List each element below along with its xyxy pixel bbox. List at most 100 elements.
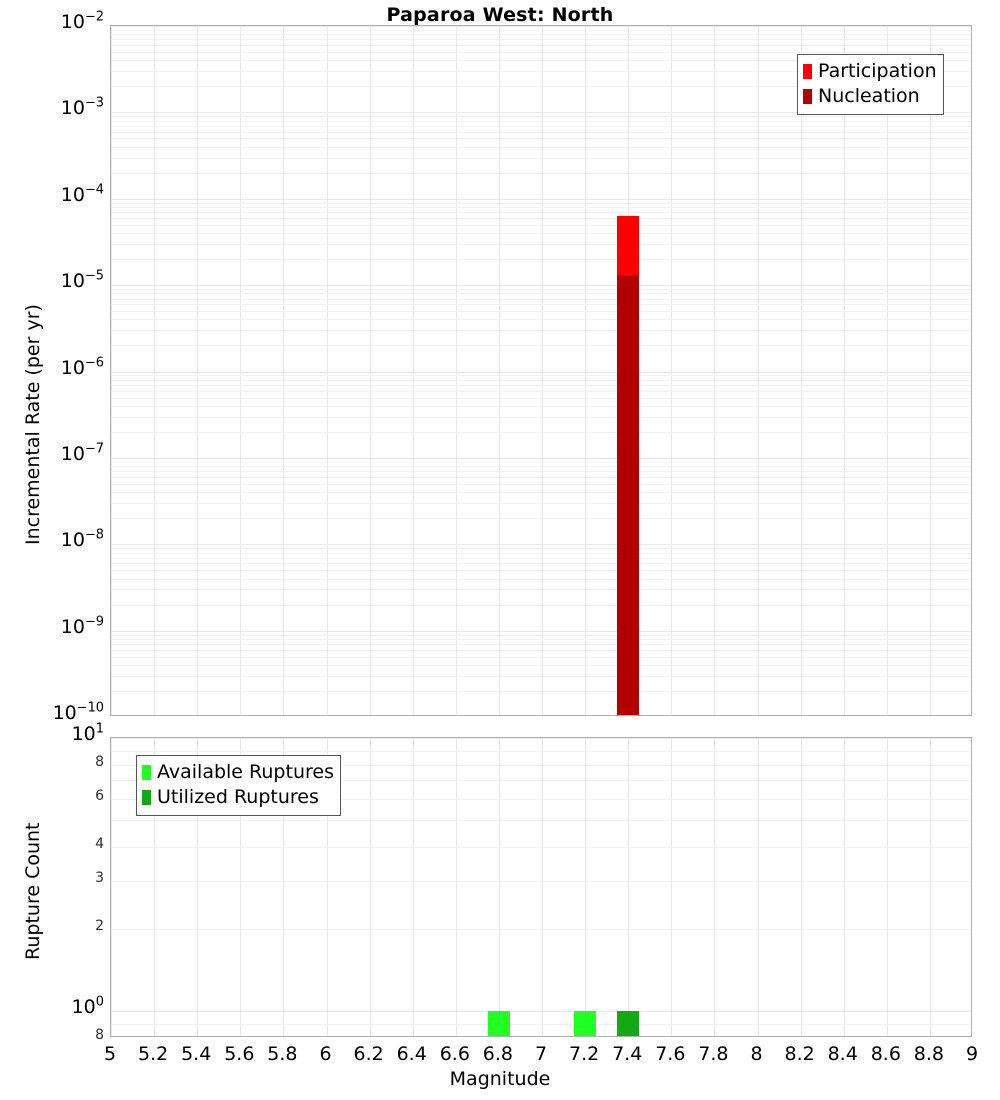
gridline-vertical — [542, 738, 543, 1036]
x-tick-label: 7.6 — [655, 1043, 686, 1065]
gridline-vertical — [714, 738, 716, 1036]
x-tick-label: 8.8 — [913, 1043, 944, 1065]
gridline-horizontal — [111, 45, 971, 46]
gridline-horizontal — [111, 391, 971, 392]
gridline-horizontal — [111, 71, 971, 72]
gridline-horizontal — [111, 126, 971, 127]
legend-label: Available Ruptures — [157, 761, 334, 783]
x-tick-label: 8.6 — [870, 1043, 901, 1065]
gridline-vertical — [542, 26, 543, 715]
bottom-panel-legend: Available Ruptures Utilized Ruptures — [136, 755, 341, 816]
gridline-horizontal — [111, 553, 971, 554]
gridline-horizontal — [111, 631, 971, 632]
y-tick-label: 10−10 — [52, 700, 104, 724]
gridline-vertical — [757, 26, 759, 715]
legend-label: Utilized Ruptures — [157, 786, 319, 808]
bar-nucleation — [617, 275, 640, 715]
page-title: Paparoa West: North — [386, 4, 614, 26]
gridline-vertical — [671, 738, 673, 1036]
gridline-horizontal — [111, 665, 971, 666]
gridline-horizontal — [111, 34, 971, 35]
gridline-horizontal — [111, 147, 971, 148]
gridline-vertical — [455, 738, 457, 1036]
gridline-horizontal — [111, 207, 971, 208]
gridline-horizontal — [111, 432, 971, 433]
gridline-horizontal — [111, 158, 971, 159]
gridline-vertical — [111, 738, 112, 1036]
x-tick-label: 7.2 — [568, 1043, 600, 1065]
gridline-horizontal — [111, 780, 971, 781]
gridline-horizontal — [111, 738, 971, 739]
gridline-horizontal — [111, 518, 971, 519]
x-tick-label: 8.4 — [827, 1043, 858, 1065]
legend-swatch-icon — [142, 765, 151, 780]
top-panel-y-axis-label: Incremental Rate (per yr) — [22, 304, 44, 545]
gridline-vertical — [412, 26, 414, 715]
gridline-vertical — [886, 738, 888, 1036]
y-tick-label-minor: 8 — [95, 753, 104, 770]
x-tick-label: 7 — [534, 1043, 548, 1065]
gridline-horizontal — [111, 375, 971, 376]
bottom-legend-entry: Utilized Ruptures — [142, 785, 334, 810]
gridline-horizontal — [111, 173, 971, 174]
gridline-horizontal — [111, 548, 971, 549]
gridline-horizontal — [111, 304, 971, 305]
gridline-horizontal — [111, 86, 971, 87]
gridline-horizontal — [111, 471, 971, 472]
gridline-horizontal — [111, 244, 971, 245]
gridline-horizontal — [111, 558, 971, 559]
gridline-vertical — [929, 26, 931, 715]
bottom-legend-entry: Available Ruptures — [142, 760, 334, 785]
gridline-horizontal — [111, 605, 971, 606]
gridline-horizontal — [111, 820, 971, 821]
gridline-horizontal — [111, 293, 971, 294]
gridline-horizontal — [111, 39, 971, 40]
top-legend-entry: Participation — [803, 59, 937, 84]
x-tick-label: 5.6 — [224, 1043, 255, 1065]
x-tick-label: 5.8 — [267, 1043, 298, 1065]
gridline-horizontal — [111, 52, 971, 53]
gridline-horizontal — [111, 639, 971, 640]
bottom-panel-y-axis-label: Rupture Count — [22, 822, 44, 961]
x-tick-label: 8.2 — [784, 1043, 815, 1065]
gridline-horizontal — [111, 589, 971, 590]
gridline-horizontal — [111, 330, 971, 331]
x-tick-label: 6.2 — [353, 1043, 384, 1065]
y-tick-label: 10−6 — [60, 355, 104, 379]
legend-swatch-icon — [803, 89, 812, 104]
gridline-vertical — [800, 26, 802, 715]
gridline-horizontal — [111, 563, 971, 564]
x-tick-label: 7.4 — [612, 1043, 643, 1065]
y-tick-label: 10−5 — [60, 268, 104, 293]
gridline-vertical — [757, 738, 759, 1036]
gridline-horizontal — [111, 929, 971, 930]
gridline-horizontal — [111, 1024, 971, 1025]
gridline-horizontal — [111, 466, 971, 467]
gridline-vertical — [369, 26, 371, 715]
x-tick-label: 6 — [319, 1043, 332, 1065]
gridline-horizontal — [111, 372, 971, 373]
gridline-horizontal — [111, 112, 971, 113]
gridline-horizontal — [111, 765, 971, 766]
gridline-horizontal — [111, 544, 971, 545]
gridline-vertical — [197, 738, 199, 1036]
gridline-horizontal — [111, 799, 971, 800]
y-tick-label-minor: 2 — [95, 918, 104, 935]
legend-label: Nucleation — [818, 85, 920, 107]
gridline-horizontal — [111, 259, 971, 260]
gridline-horizontal — [111, 116, 971, 117]
top-legend-entry: Nucleation — [803, 84, 937, 109]
gridline-horizontal — [111, 26, 971, 27]
gridline-vertical — [154, 26, 156, 715]
y-tick-label-minor: 4 — [95, 835, 104, 852]
gridline-vertical — [154, 738, 156, 1036]
gridline-vertical — [412, 738, 414, 1036]
gridline-horizontal — [111, 138, 971, 139]
gridline-vertical — [585, 738, 587, 1036]
gridline-horizontal — [111, 121, 971, 122]
gridline-horizontal — [111, 60, 971, 61]
gridline-horizontal — [111, 289, 971, 290]
x-tick-label: 7.8 — [698, 1043, 729, 1065]
gridline-horizontal — [111, 691, 971, 692]
